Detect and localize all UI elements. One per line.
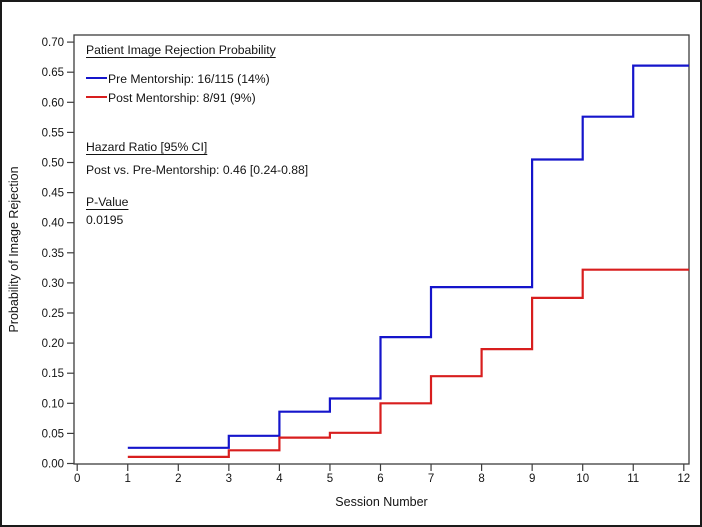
x-tick-label: 0 bbox=[74, 473, 80, 485]
plot-box bbox=[73, 34, 690, 465]
y-tick-label: 0.30 bbox=[42, 278, 64, 290]
x-tick-label: 10 bbox=[576, 473, 589, 485]
y-tick-label: 0.55 bbox=[42, 127, 64, 139]
x-tick-label: 7 bbox=[428, 473, 434, 485]
hazard-ratio-heading: Hazard Ratio [95% CI] bbox=[86, 140, 208, 154]
y-tick-label: 0.50 bbox=[42, 158, 64, 170]
legend-panel: Patient Image Rejection Probability Pre … bbox=[86, 42, 308, 228]
p-value-heading: P-Value bbox=[86, 195, 129, 209]
legend-entry-pre-mentorship: Pre Mentorship: 16/115 (14%) bbox=[86, 70, 308, 89]
y-tick-label: 0.60 bbox=[42, 97, 64, 109]
x-tick-label: 9 bbox=[529, 473, 535, 485]
p-value: 0.0195 bbox=[86, 213, 124, 227]
x-tick-label: 11 bbox=[627, 473, 639, 485]
pre-mentorship-line-swatch bbox=[86, 77, 107, 79]
y-tick-label: 0.65 bbox=[42, 67, 64, 79]
y-tick-label: 0.70 bbox=[42, 37, 64, 49]
y-axis-title: Probability of Image Rejection bbox=[7, 166, 21, 332]
legend-title: Patient Image Rejection Probability bbox=[86, 43, 276, 57]
pre-mentorship-curve bbox=[127, 64, 689, 449]
x-tick-label: 12 bbox=[677, 473, 690, 485]
x-tick-label: 5 bbox=[327, 473, 333, 485]
x-axis-title: Session Number bbox=[335, 495, 427, 509]
x-tick-label: 3 bbox=[226, 473, 232, 485]
y-tick-label: 0.35 bbox=[42, 248, 64, 260]
legend-entry-label: Pre Mentorship: 16/115 (14%) bbox=[108, 72, 270, 86]
y-tick-label: 0.10 bbox=[42, 398, 64, 410]
x-tick-label: 6 bbox=[377, 473, 383, 485]
y-tick-label: 0.15 bbox=[42, 368, 64, 380]
legend-entry-label: Post Mentorship: 8/91 (9%) bbox=[108, 91, 256, 105]
post-mentorship-line-swatch bbox=[86, 96, 107, 98]
y-tick-label: 0.45 bbox=[42, 188, 64, 200]
y-tick-label: 0.20 bbox=[42, 338, 64, 350]
x-tick-label: 4 bbox=[276, 473, 283, 485]
post-mentorship-curve bbox=[127, 268, 689, 458]
legend-entry-post-mentorship: Post Mentorship: 8/91 (9%) bbox=[86, 89, 308, 108]
x-tick-label: 2 bbox=[175, 473, 181, 485]
y-tick-label: 0.25 bbox=[42, 308, 64, 320]
y-tick-label: 0.40 bbox=[42, 218, 64, 230]
x-tick-label: 1 bbox=[125, 473, 131, 485]
x-tick-label: 8 bbox=[478, 473, 484, 485]
hazard-ratio-value: Post vs. Pre-Mentorship: 0.46 [0.24-0.88… bbox=[86, 163, 309, 177]
y-tick-label: 0.00 bbox=[42, 459, 64, 471]
y-tick-label: 0.05 bbox=[42, 428, 64, 440]
